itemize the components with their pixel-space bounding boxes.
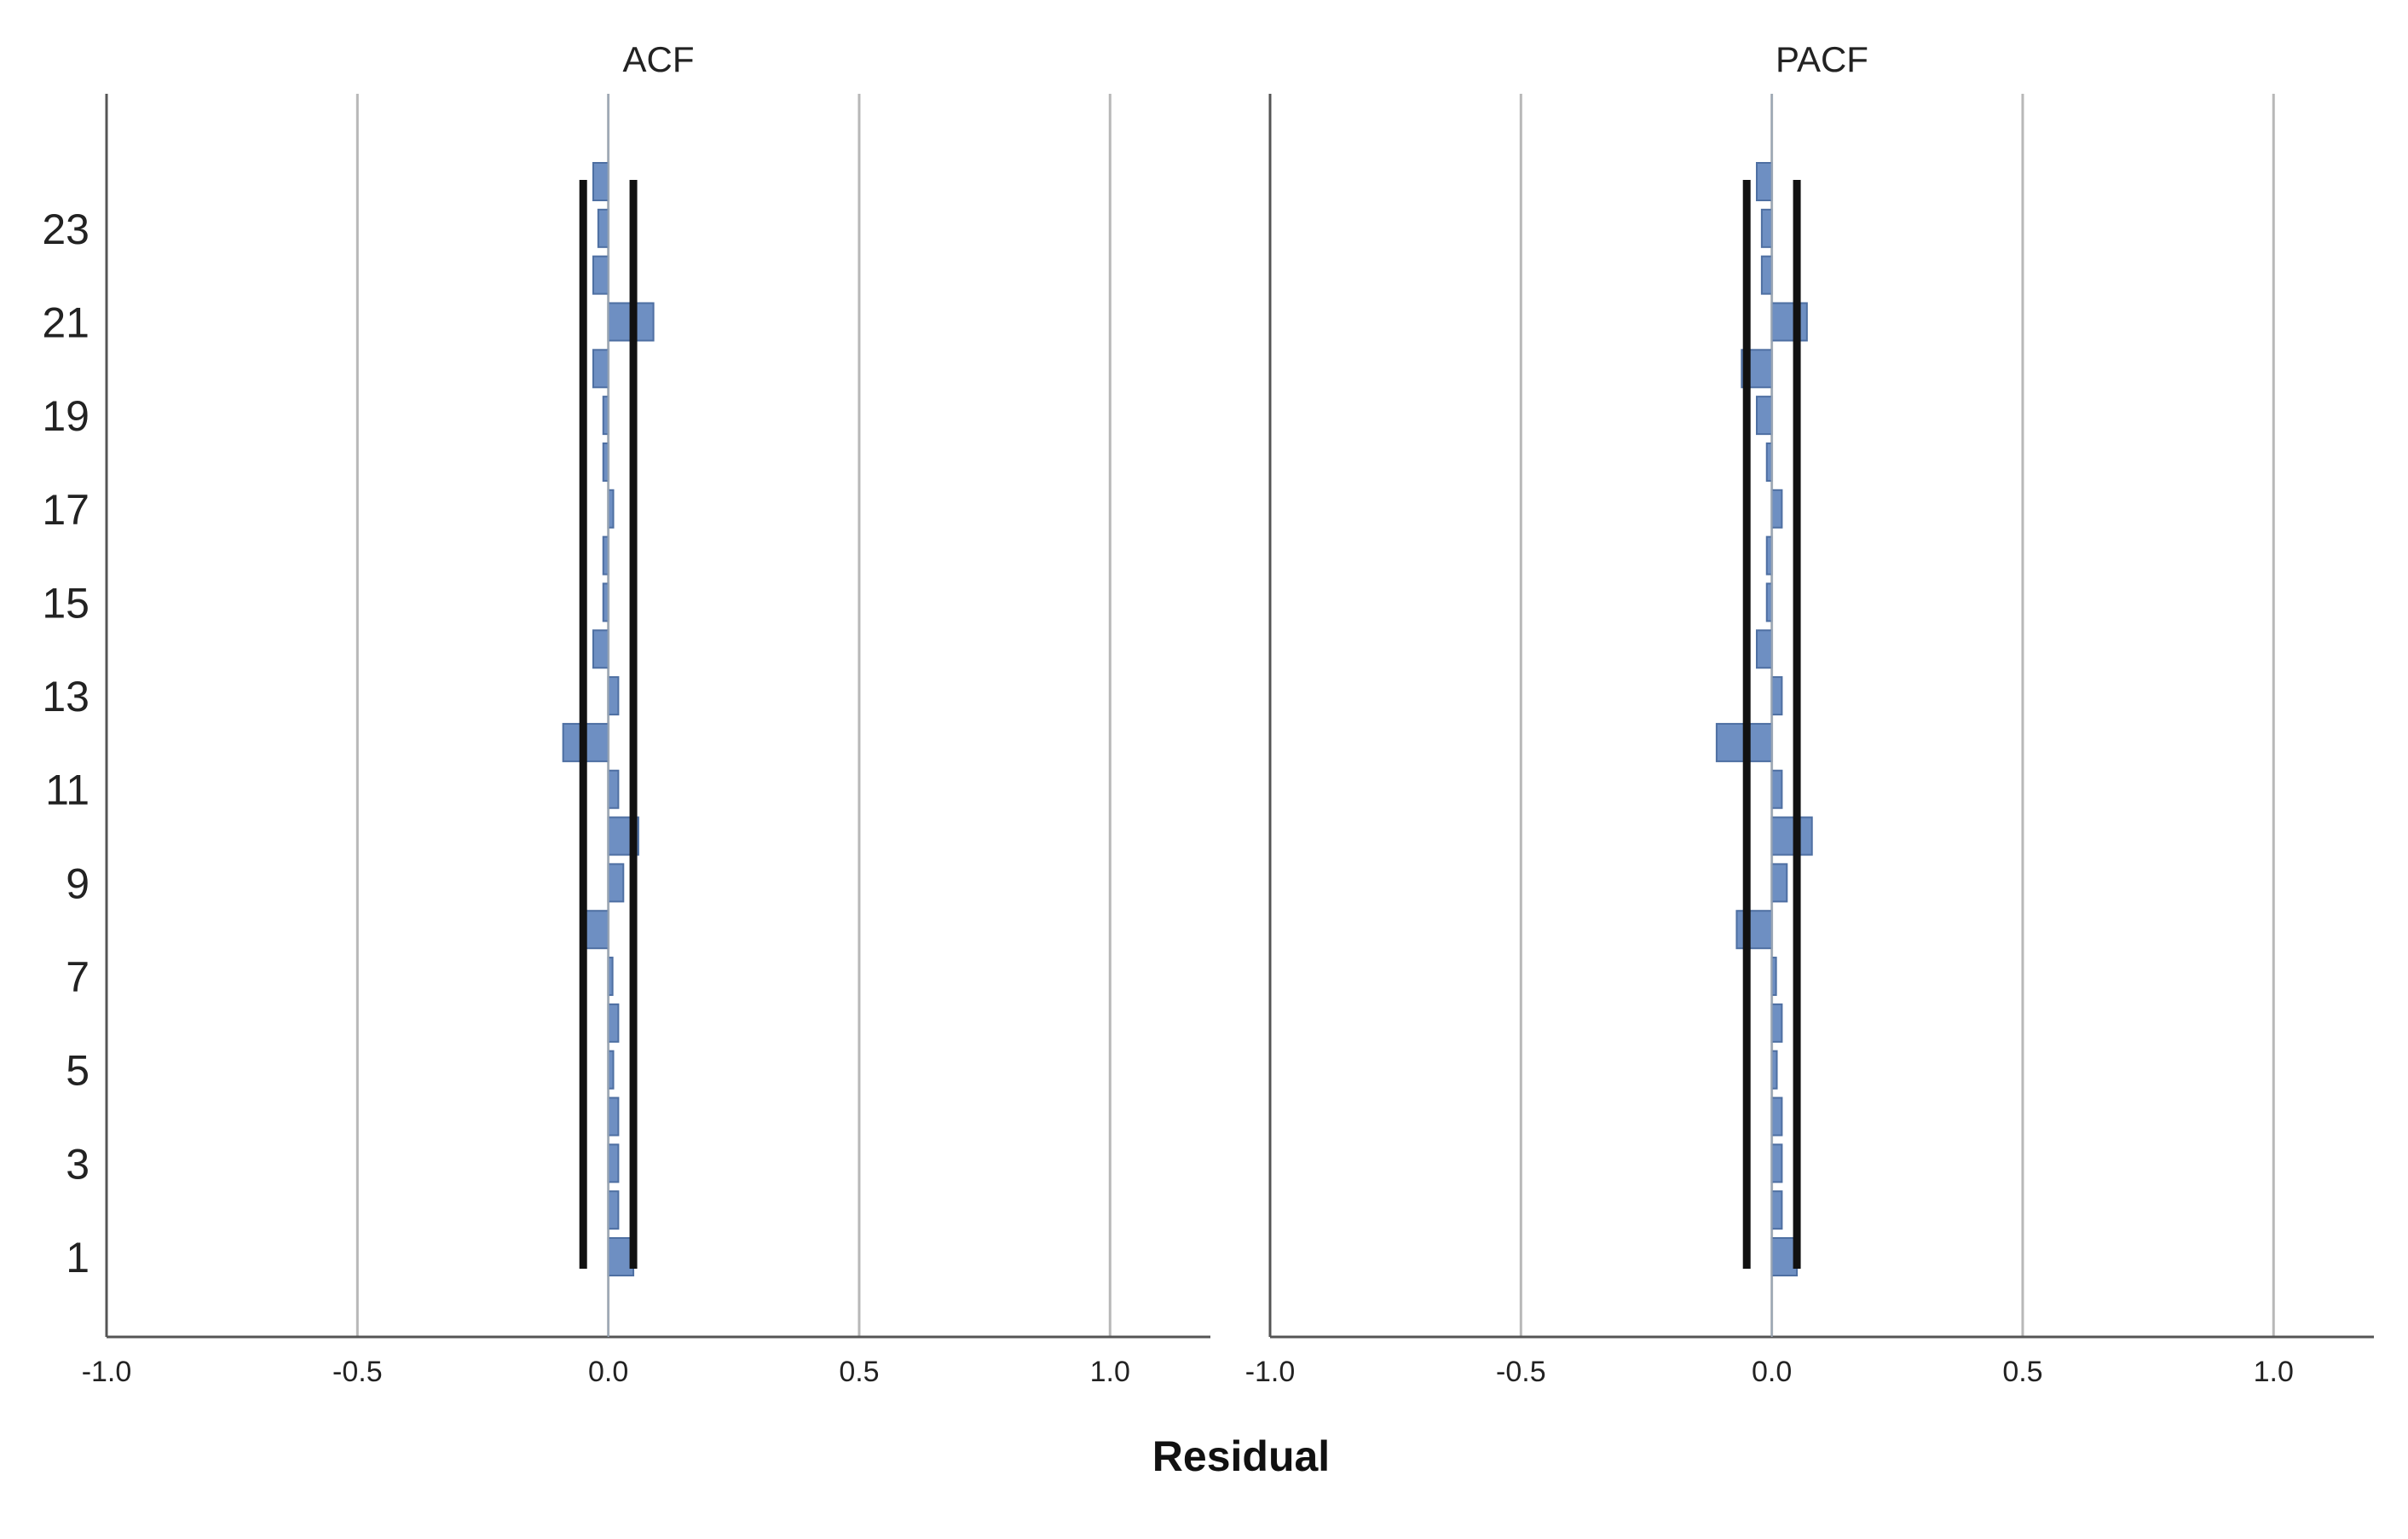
- bar-lag-11: [607, 769, 620, 809]
- bar-lag-8: [582, 910, 609, 950]
- y-tick-label: 13: [42, 673, 90, 720]
- bar-lag-21: [1770, 302, 1808, 342]
- bar-lag-2: [1770, 1190, 1783, 1230]
- x-tick-label: 1.0: [2254, 1356, 2294, 1388]
- y-tick-label: 9: [66, 859, 90, 907]
- bar-lag-24: [592, 162, 609, 201]
- x-tick-label: 0.5: [2002, 1356, 2042, 1388]
- bar-lag-20: [592, 349, 609, 389]
- bar-lag-14: [1755, 629, 1773, 669]
- y-tick-label: 5: [66, 1047, 90, 1095]
- x-tick-label: 0.0: [1752, 1356, 1792, 1388]
- bar-lag-10: [1770, 816, 1813, 856]
- x-tick-label: 1.0: [1090, 1356, 1130, 1388]
- bar-lag-8: [1735, 910, 1773, 950]
- bar-lag-3: [607, 1143, 620, 1183]
- x-tick-label: 0.0: [588, 1356, 628, 1388]
- bar-lag-23: [1760, 208, 1773, 248]
- bar-lag-11: [1770, 769, 1783, 809]
- pacf-panel: -1.0 -0.5 0.0 0.5 1.0 PACF: [1245, 39, 2374, 1388]
- x-tick-label: -0.5: [332, 1356, 383, 1388]
- bar-lag-17: [1770, 489, 1783, 529]
- bar-lag-22: [592, 255, 609, 295]
- panel-title: ACF: [623, 39, 695, 79]
- bar-lag-9: [1770, 863, 1788, 903]
- x-tick-label: 0.5: [839, 1356, 879, 1388]
- bar-lag-1: [607, 1237, 635, 1276]
- x-tick-label: -0.5: [1496, 1356, 1546, 1388]
- y-tick-label: 15: [42, 579, 90, 627]
- bar-lag-14: [592, 629, 609, 669]
- bar-lag-4: [1770, 1096, 1783, 1137]
- y-tick-label: 11: [45, 767, 90, 814]
- y-tick-label: 1: [66, 1234, 90, 1282]
- y-tick-label: 21: [42, 298, 90, 346]
- bar-lag-3: [1770, 1143, 1783, 1183]
- x-tick-label: -1.0: [82, 1356, 132, 1388]
- bar-lag-6: [607, 1003, 620, 1043]
- x-tick-label: -1.0: [1245, 1356, 1296, 1388]
- bar-lag-13: [607, 676, 620, 716]
- panel-title: PACF: [1776, 39, 1868, 79]
- bar-lag-13: [1770, 676, 1783, 716]
- y-tick-label: 23: [42, 205, 90, 253]
- bar-lag-6: [1770, 1003, 1783, 1043]
- y-tick-label: 19: [42, 392, 90, 440]
- bar-lag-19: [1755, 396, 1773, 436]
- bar-lag-24: [1755, 162, 1773, 201]
- bar-lag-4: [607, 1096, 620, 1137]
- y-tick-label: 3: [66, 1140, 90, 1188]
- bar-lag-2: [607, 1190, 620, 1230]
- bar-lag-23: [597, 208, 609, 248]
- y-tick-label: 7: [66, 953, 90, 1001]
- bar-lag-22: [1760, 255, 1773, 295]
- y-tick-label: 17: [42, 486, 90, 534]
- x-axis-label: Residual: [1152, 1432, 1330, 1480]
- bar-lag-9: [607, 863, 625, 903]
